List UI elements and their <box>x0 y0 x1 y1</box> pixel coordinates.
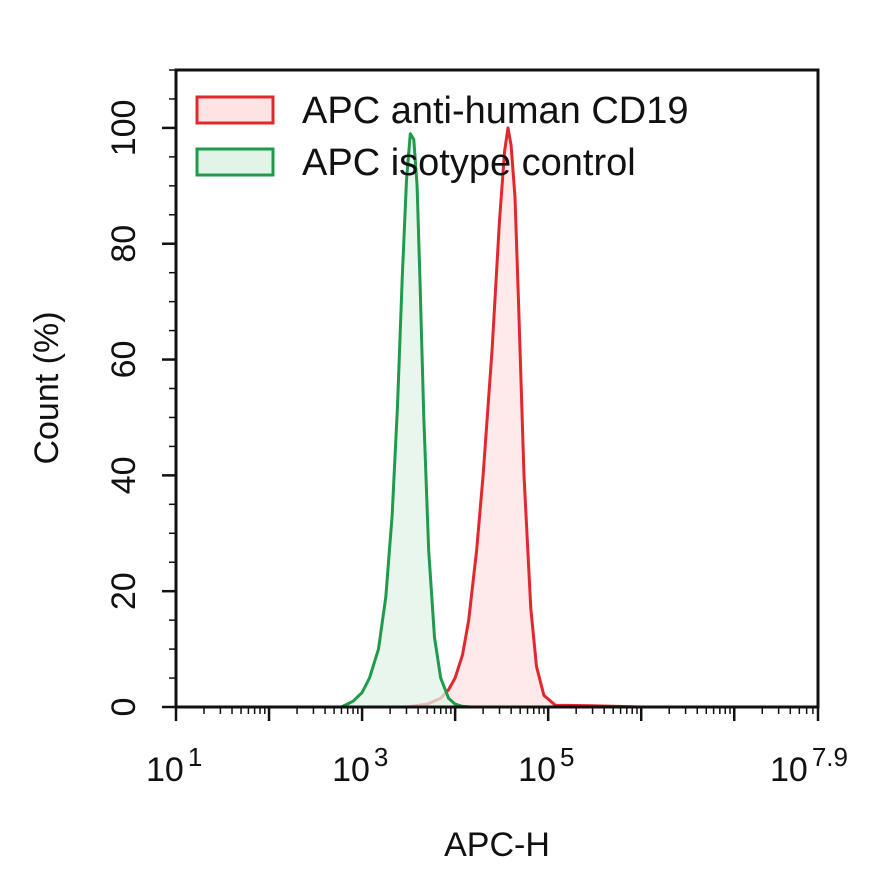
plot-areas <box>340 126 642 709</box>
y-tick-label-2: 40 <box>105 456 143 494</box>
x-tick-label-2: 10 5 <box>518 742 574 789</box>
y-tick-label-5: 100 <box>105 100 143 157</box>
series-area-0 <box>406 127 642 707</box>
series-line-1 <box>340 132 472 709</box>
y-axis-title: Count (%) <box>28 311 66 464</box>
x-tick-label-1: 10 3 <box>332 742 388 789</box>
y-tick-label-0: 0 <box>105 698 143 717</box>
y-ticks: 0 20 40 60 80 100 <box>105 69 176 717</box>
legend-label-0: APC anti-human CD19 <box>302 90 689 132</box>
legend-swatch-0 <box>195 95 275 125</box>
x-axis-title: APC-H <box>444 826 550 864</box>
x-major-ticks: 10 1 10 3 10 5 10 7.9 <box>146 707 848 789</box>
y-tick-label-1: 20 <box>105 572 143 610</box>
series-line-0 <box>406 126 642 709</box>
x-tick-label-3: 10 7.9 <box>770 742 848 789</box>
x-minor-ticks <box>203 707 814 714</box>
legend-swatch-1 <box>195 147 275 177</box>
y-tick-label-3: 60 <box>105 341 143 379</box>
legend: APC anti-human CD19 APC isotype control <box>195 90 689 184</box>
y-tick-label-4: 80 <box>105 225 143 263</box>
series-area-1 <box>341 133 472 707</box>
legend-label-1: APC isotype control <box>302 142 636 184</box>
x-tick-label-0: 10 1 <box>146 742 202 789</box>
